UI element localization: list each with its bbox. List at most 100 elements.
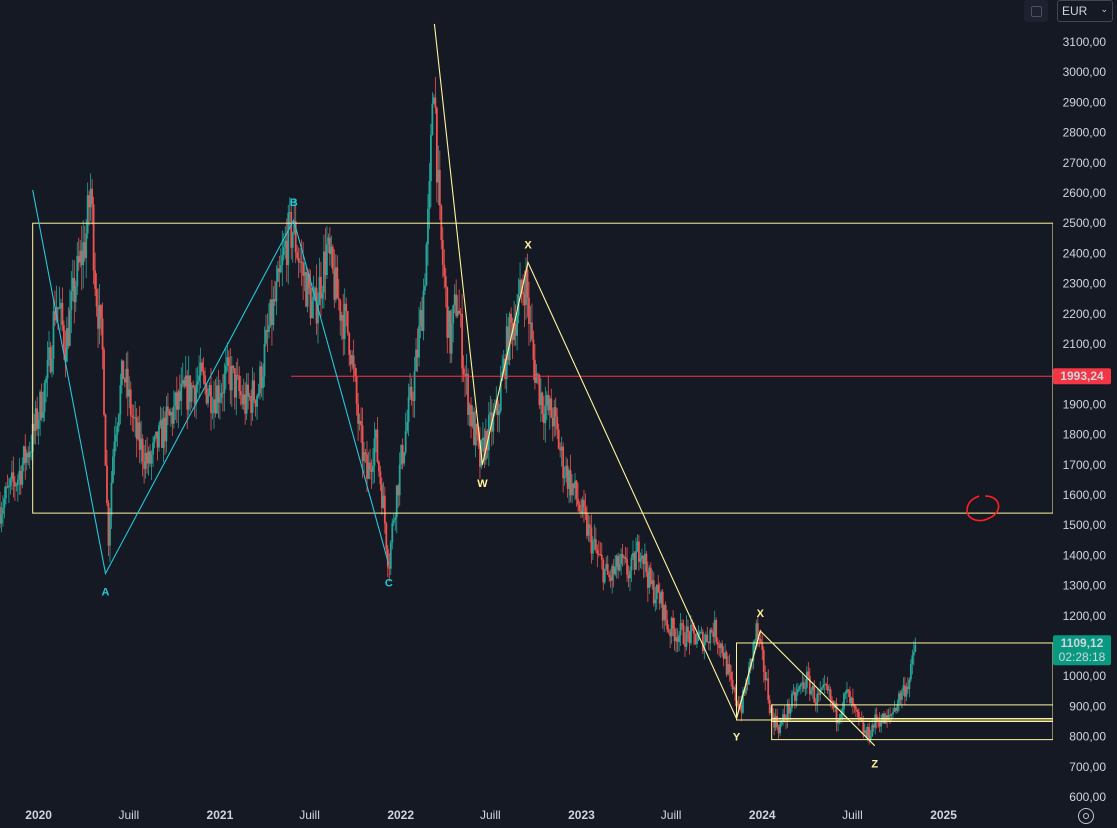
candle-body [783, 714, 786, 720]
candle-body [37, 419, 40, 429]
candle-body [762, 650, 765, 672]
candle-body [327, 237, 330, 245]
candle-body [459, 313, 462, 315]
candle-body [587, 524, 590, 536]
candle-body [786, 704, 789, 721]
candle-body [382, 495, 385, 508]
candle-body [74, 286, 77, 303]
time-axis[interactable]: 2020 Juill 2021 Juill 2022 Juill 2023 Juill 2024… [25, 808, 957, 822]
candle-body [27, 452, 30, 458]
candle-body [91, 188, 94, 205]
candle-body [752, 643, 755, 662]
candle-body [126, 368, 129, 397]
candle-body [189, 375, 192, 402]
candle-body [623, 557, 625, 559]
gear-icon[interactable] [1078, 808, 1094, 824]
candle-body [872, 725, 875, 728]
candle-body [156, 431, 159, 448]
candle-body [213, 399, 215, 413]
candle-body [404, 431, 407, 453]
candle-body [361, 425, 364, 462]
candle-body [299, 261, 302, 263]
candle-body [618, 564, 621, 571]
square-icon[interactable] [1024, 0, 1048, 22]
candle-body [871, 725, 874, 737]
candle-body [889, 714, 891, 716]
candle-body [614, 567, 617, 575]
candle-body [334, 267, 337, 300]
candle-body [281, 255, 284, 266]
candle-body [245, 384, 248, 414]
candle-body [875, 714, 878, 721]
candle-body [568, 470, 570, 489]
candle-body [444, 276, 447, 288]
candle-body [112, 456, 114, 483]
candle-body [330, 246, 333, 255]
candle-body [496, 400, 499, 416]
candle-body [389, 542, 392, 569]
time-tick: 2020 [25, 808, 52, 822]
red-circle-annotation[interactable] [966, 495, 1000, 522]
candle-body [693, 625, 695, 634]
candle-body [727, 664, 729, 675]
candle-body [259, 366, 261, 394]
candle-body [373, 438, 376, 466]
wave-line[interactable] [433, 23, 876, 747]
candle-body [704, 634, 707, 643]
candle-body [120, 360, 123, 386]
price-tick: 800,00 [1069, 730, 1106, 744]
candle-body [321, 292, 324, 299]
price-tick: 2900,00 [1063, 95, 1107, 109]
candle-body [217, 385, 220, 403]
candle-body [687, 626, 689, 633]
candle-body [273, 299, 276, 302]
candle-body [630, 557, 633, 571]
candle-body [324, 251, 327, 276]
candle-body [107, 503, 110, 546]
candle-body [12, 472, 15, 482]
candle-body [586, 513, 588, 536]
currency-select[interactable]: EUR ⌄ [1057, 0, 1113, 22]
candle-body [510, 313, 513, 323]
candle-body [114, 434, 117, 442]
candle-body [666, 619, 669, 630]
candle-body [676, 637, 679, 643]
candle-body [428, 181, 431, 209]
candle-body [202, 370, 205, 376]
candle-body [655, 584, 658, 600]
candle-body [541, 392, 544, 415]
candle-body [562, 446, 565, 479]
candle-body [18, 470, 21, 480]
candle-body [554, 407, 557, 417]
candle-body [684, 643, 686, 647]
wave-line[interactable] [735, 630, 761, 719]
candle-body [847, 689, 850, 692]
wave-line[interactable] [32, 189, 390, 576]
candle-body [290, 212, 293, 248]
candle-body [79, 250, 82, 263]
candle-body [902, 685, 905, 692]
candle-body [410, 386, 413, 401]
candle-body [624, 557, 627, 559]
wave-label-x: X [757, 608, 765, 620]
candle-body [901, 691, 903, 700]
candle-body [660, 591, 663, 604]
candle-body [403, 452, 406, 464]
candle-body [831, 700, 833, 702]
candle-body [201, 362, 203, 371]
candle-body [262, 376, 264, 389]
candle-body [690, 624, 692, 644]
price-axis[interactable]: 3100,00 3000,00 2900,00 2800,00 2700,00 2600,… [1053, 0, 1117, 828]
candle-body [755, 623, 758, 641]
candle-body [580, 510, 582, 514]
candle-body [482, 437, 484, 440]
candle-body [808, 676, 811, 695]
candle-body [369, 462, 371, 470]
candle-body [134, 417, 137, 419]
candle-body [649, 567, 652, 585]
candle-body [877, 720, 880, 722]
candle-body [129, 389, 132, 416]
price-tick: 1600,00 [1063, 488, 1107, 502]
candle-body [642, 555, 645, 564]
